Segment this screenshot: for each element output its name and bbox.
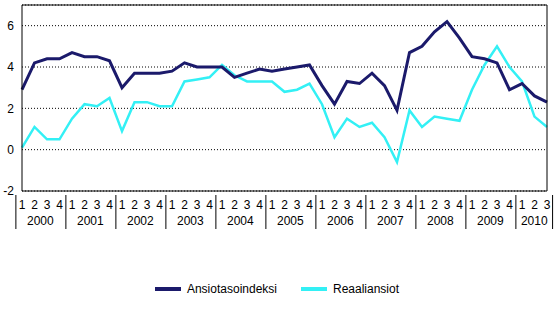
svg-text:1: 1 — [69, 198, 76, 212]
svg-text:3: 3 — [294, 198, 301, 212]
svg-text:3: 3 — [144, 198, 151, 212]
svg-text:2: 2 — [381, 198, 388, 212]
svg-text:1: 1 — [319, 198, 326, 212]
svg-text:3: 3 — [244, 198, 251, 212]
svg-text:2002: 2002 — [127, 214, 154, 228]
svg-text:3: 3 — [194, 198, 201, 212]
svg-text:2: 2 — [8, 102, 14, 116]
svg-text:4: 4 — [406, 198, 413, 212]
svg-text:2: 2 — [531, 198, 538, 212]
svg-text:4: 4 — [206, 198, 213, 212]
svg-text:2: 2 — [131, 198, 138, 212]
svg-text:3: 3 — [394, 198, 401, 212]
svg-text:3: 3 — [344, 198, 351, 212]
svg-text:2: 2 — [31, 198, 38, 212]
svg-text:1: 1 — [369, 198, 376, 212]
svg-text:2: 2 — [331, 198, 338, 212]
svg-text:4: 4 — [356, 198, 363, 212]
svg-text:1: 1 — [519, 198, 526, 212]
svg-text:2001: 2001 — [77, 214, 104, 228]
svg-text:1: 1 — [419, 198, 426, 212]
svg-text:4: 4 — [306, 198, 313, 212]
svg-text:2005: 2005 — [277, 214, 304, 228]
svg-text:2: 2 — [481, 198, 488, 212]
svg-text:2: 2 — [81, 198, 88, 212]
svg-text:2: 2 — [231, 198, 238, 212]
svg-text:1: 1 — [269, 198, 276, 212]
svg-text:6: 6 — [8, 19, 14, 33]
svg-text:2007: 2007 — [377, 214, 404, 228]
svg-text:2009: 2009 — [477, 214, 504, 228]
html-text:Reaaliansiot: Reaaliansiot — [333, 282, 399, 296]
svg-text:2: 2 — [281, 198, 288, 212]
html-text:Ansiotasoindeksi: Ansiotasoindeksi — [186, 282, 277, 296]
svg-text:3: 3 — [94, 198, 101, 212]
svg-text:4: 4 — [8, 60, 14, 74]
svg-text:2000: 2000 — [27, 214, 54, 228]
svg-text:4: 4 — [456, 198, 463, 212]
svg-text:2004: 2004 — [227, 214, 254, 228]
svg-text:0: 0 — [8, 143, 14, 157]
svg-text:4: 4 — [256, 198, 263, 212]
svg-text:4: 4 — [106, 198, 113, 212]
svg-text:2: 2 — [431, 198, 438, 212]
svg-text:1: 1 — [469, 198, 476, 212]
svg-text:2: 2 — [181, 198, 188, 212]
svg-text:1: 1 — [119, 198, 126, 212]
svg-text:3: 3 — [444, 198, 451, 212]
svg-text:3: 3 — [544, 198, 546, 212]
svg-text:2008: 2008 — [427, 214, 454, 228]
svg-text:4: 4 — [156, 198, 163, 212]
svg-text:2010: 2010 — [521, 214, 546, 228]
svg-text:3: 3 — [44, 198, 51, 212]
svg-text:3: 3 — [494, 198, 501, 212]
svg-text:1: 1 — [169, 198, 176, 212]
svg-text:1: 1 — [19, 198, 26, 212]
svg-text:4: 4 — [56, 198, 63, 212]
svg-text:1: 1 — [219, 198, 226, 212]
svg-text:2003: 2003 — [177, 214, 204, 228]
svg-text:-2: -2 — [8, 184, 14, 198]
svg-text:4: 4 — [506, 198, 513, 212]
svg-text:2006: 2006 — [327, 214, 354, 228]
